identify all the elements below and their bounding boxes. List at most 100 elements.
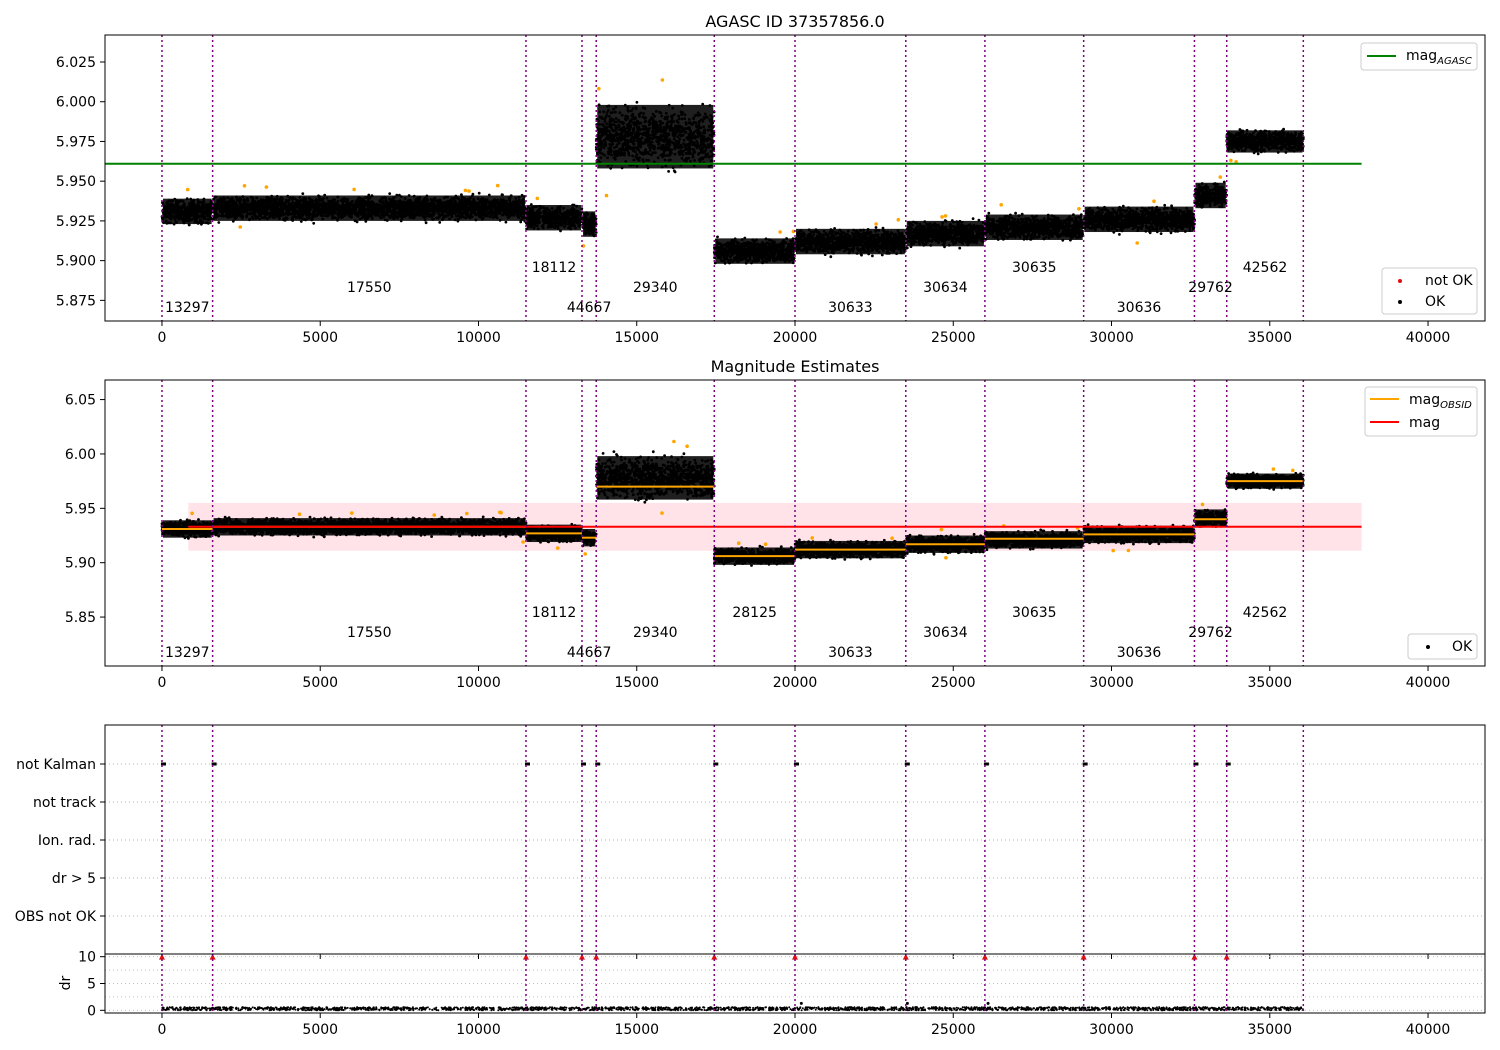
data-point: [191, 208, 195, 211]
data-point: [612, 152, 616, 155]
data-point: [170, 202, 174, 206]
data-point: [293, 202, 297, 206]
data-point: [208, 215, 212, 219]
data-point: [610, 153, 613, 157]
data-point: [550, 222, 554, 226]
data-point: [698, 119, 701, 123]
data-point: [275, 205, 278, 209]
data-point: [403, 197, 407, 200]
data-point: [547, 224, 551, 228]
data-point: [231, 219, 235, 223]
data-point: [627, 109, 631, 113]
data-point: [521, 216, 524, 219]
data-point: [395, 193, 399, 197]
data-point: [411, 216, 415, 220]
data-point: [639, 132, 642, 136]
data-point: [687, 127, 691, 131]
data-point: [333, 198, 336, 202]
data-point: [464, 209, 467, 213]
data-point: [631, 107, 635, 110]
data-point: [315, 208, 319, 212]
data-point: [597, 147, 601, 151]
data-point: [531, 210, 535, 214]
data-point: [626, 129, 630, 133]
data-point: [684, 160, 688, 163]
data-point: [265, 197, 269, 201]
data-point: [397, 205, 401, 209]
data-point: [464, 207, 468, 211]
data-point: [403, 202, 407, 206]
data-point: [702, 151, 705, 155]
data-point: [612, 134, 615, 138]
data-point: [654, 110, 658, 113]
data-point: [584, 230, 587, 234]
data-point: [261, 198, 265, 202]
data-point: [475, 207, 479, 211]
data-point: [331, 202, 335, 206]
data-point: [626, 106, 630, 109]
data-point: [293, 197, 297, 201]
data-point: [201, 211, 204, 215]
data-point: [560, 212, 563, 216]
data-point: [547, 208, 551, 212]
data-point: [537, 219, 540, 223]
data-point: [370, 200, 374, 204]
data-point: [622, 151, 626, 155]
data-point: [651, 112, 655, 116]
data-point: [634, 107, 638, 111]
data-point: [448, 208, 451, 211]
data-point: [424, 221, 428, 225]
data-point: [284, 216, 288, 219]
data-point: [300, 216, 304, 220]
data-point: [536, 227, 540, 231]
data-point: [612, 107, 615, 111]
data-point: [260, 208, 264, 212]
data-point: [349, 208, 353, 212]
data-point: [195, 214, 198, 218]
data-point: [479, 212, 483, 215]
data-point: [388, 197, 391, 201]
data-point: [384, 203, 387, 207]
data-point: [297, 212, 301, 216]
data-point: [508, 201, 512, 205]
data-point: [603, 117, 607, 121]
data-point: [611, 123, 615, 126]
data-point: [710, 141, 714, 145]
data-point: [555, 208, 559, 212]
data-point: [189, 212, 193, 216]
data-point: [644, 152, 648, 155]
data-point: [286, 194, 290, 198]
data-point: [235, 197, 239, 201]
data-point: [504, 220, 508, 224]
data-point: [162, 208, 166, 211]
data-point: [618, 111, 622, 115]
data-point: [598, 140, 602, 144]
data-point: [169, 221, 173, 225]
data-point: [702, 125, 706, 129]
data-point: [703, 112, 707, 116]
data-point: [368, 213, 372, 216]
data-point: [642, 127, 646, 131]
data-point: [230, 204, 233, 208]
data-point: [432, 207, 435, 211]
data-point: [654, 151, 657, 155]
data-point: [567, 219, 571, 222]
data-point: [619, 147, 623, 151]
data-point: [644, 148, 647, 152]
data-point: [197, 204, 201, 208]
data-point: [486, 214, 490, 218]
data-point: [645, 158, 648, 162]
data-point: [600, 145, 603, 149]
suspect-point: [495, 183, 500, 188]
data-point: [379, 199, 382, 202]
data-point: [172, 204, 176, 207]
data-point: [214, 195, 218, 199]
data-point: [199, 200, 203, 204]
data-point: [584, 228, 588, 232]
data-point: [190, 218, 194, 221]
data-point: [251, 209, 255, 213]
data-point: [187, 219, 191, 223]
data-point: [669, 115, 673, 118]
data-point: [596, 143, 600, 147]
data-point: [517, 198, 521, 202]
